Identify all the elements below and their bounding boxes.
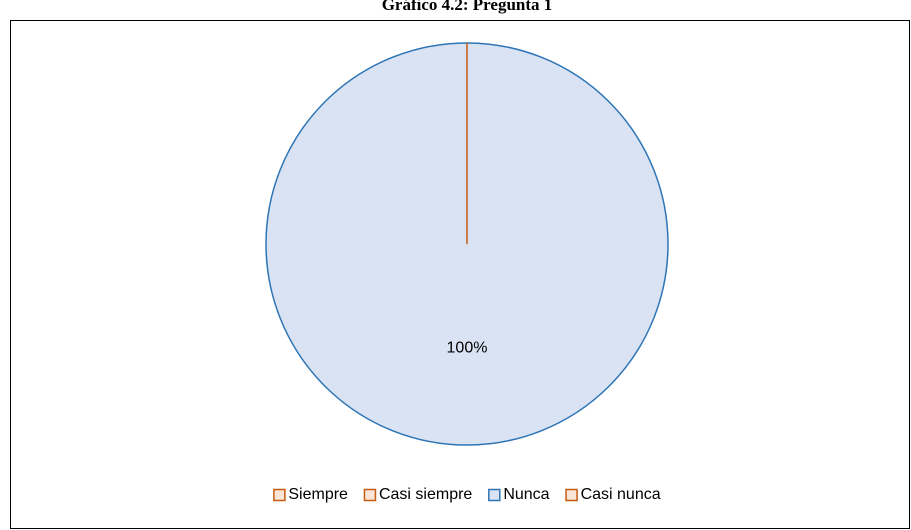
legend-label: Nunca [503, 486, 549, 503]
legend-swatch [488, 488, 501, 502]
legend-swatch [273, 488, 286, 502]
legend-swatch [363, 488, 377, 502]
legend-label: Casi siempre [379, 486, 472, 503]
legend-label: Siempre [288, 486, 348, 503]
chart-title: Gráfico 4.2: Pregunta 1 [382, 0, 553, 14]
legend-swatch [565, 488, 578, 502]
legend-label: Casi nunca [581, 486, 661, 503]
data-label: 100% [447, 340, 488, 357]
